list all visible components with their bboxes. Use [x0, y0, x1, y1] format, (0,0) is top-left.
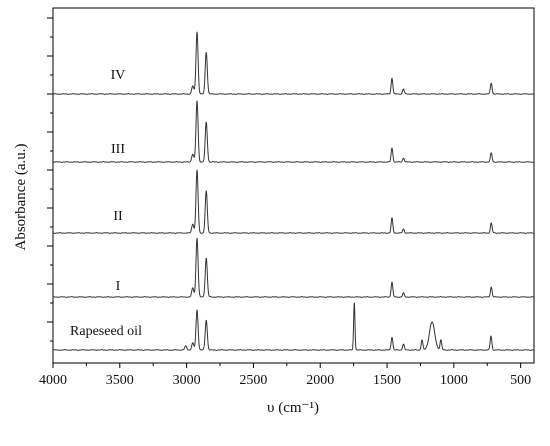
x-tick-label: 1000 — [440, 373, 468, 388]
series-label: II — [113, 209, 123, 224]
x-tick-label: 4000 — [39, 373, 67, 388]
spectrum-line-4 — [52, 302, 535, 351]
y-axis-title: Absorbance (a.u.) — [13, 143, 29, 250]
spectrum-line-0 — [52, 31, 535, 95]
x-axis-title: υ (cm⁻¹) — [267, 400, 319, 416]
series-label: Rapeseed oil — [70, 324, 142, 339]
x-tick-label: 500 — [510, 373, 531, 388]
x-tick-label: 1500 — [373, 373, 401, 388]
spectrum-line-3 — [52, 237, 535, 298]
x-tick-label: 3000 — [173, 373, 201, 388]
x-tick-label: 2000 — [306, 373, 334, 388]
plot-frame — [52, 7, 535, 364]
x-tick-label: 3500 — [106, 373, 134, 388]
spectrum-line-1 — [52, 100, 535, 163]
series-label: IV — [111, 68, 126, 83]
series-label: III — [111, 142, 125, 157]
series-label: I — [116, 279, 121, 294]
x-tick-label: 2500 — [239, 373, 267, 388]
spectrum-line-2 — [52, 169, 535, 234]
